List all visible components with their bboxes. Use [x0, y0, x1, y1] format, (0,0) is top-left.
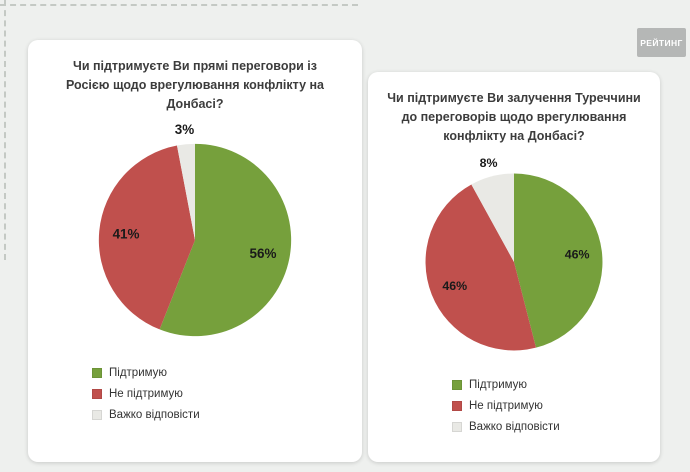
- slice-value-label: 46%: [442, 279, 467, 293]
- slice-value-label: 41%: [113, 227, 140, 242]
- legend-swatch-red: [452, 401, 462, 412]
- pie-slice: [98, 145, 195, 330]
- legend-label: Важко відповісти: [469, 421, 560, 434]
- chart-title-line: до переговорів щодо врегулювання: [401, 109, 627, 124]
- legend-label: Не підтримую: [109, 388, 183, 401]
- pie-chart-area: 56% 41% 3%: [28, 115, 362, 365]
- legend-item-hard-to-answer: Важко відповісти: [92, 409, 362, 421]
- poll-card-russia-talks: Чи підтримуєте Ви прямі переговори із Ро…: [28, 40, 362, 462]
- pie-chart: 46% 46% 8%: [425, 156, 603, 351]
- chart-title: Чи підтримуєте Ви залучення Туреччини до…: [368, 89, 660, 145]
- pie-slice: [176, 144, 195, 241]
- selection-dash-left: [4, 0, 6, 260]
- chart-title-line: Донбасі?: [166, 96, 224, 111]
- chart-title-line: Чи підтримуєте Ви залучення Туреччини: [387, 91, 641, 105]
- legend: Підтримую Не підтримую Важко відповісти: [92, 367, 362, 421]
- pie-slice: [471, 173, 514, 263]
- legend-item-not-support: Не підтримую: [452, 400, 660, 412]
- legend-label: Важко відповісти: [109, 409, 200, 422]
- legend-swatch-green: [452, 380, 462, 391]
- legend-swatch-gray: [92, 410, 102, 421]
- legend-item-support: Підтримую: [452, 379, 660, 391]
- chart-title-line: Росією щодо врегулювання конфлікту на: [65, 77, 325, 92]
- legend-label: Не підтримую: [469, 400, 543, 413]
- slice-value-label: 46%: [565, 248, 590, 262]
- legend-swatch-green: [92, 368, 102, 379]
- chart-title-line: Чи підтримуєте Ви прямі переговори із: [73, 59, 317, 73]
- slice-value-label: 8%: [480, 156, 498, 170]
- legend-item-support: Підтримую: [92, 367, 362, 379]
- legend-swatch-red: [92, 389, 102, 400]
- legend-label: Підтримую: [469, 379, 528, 392]
- pie-chart: 56% 41% 3%: [98, 122, 292, 337]
- legend-item-not-support: Не підтримую: [92, 388, 362, 400]
- pie-slice: [425, 184, 537, 351]
- chart-title: Чи підтримуєте Ви прямі переговори із Ро…: [28, 57, 362, 113]
- legend: Підтримую Не підтримую Важко відповісти: [452, 379, 660, 433]
- pie-chart-area: 46% 46% 8%: [368, 147, 660, 377]
- chart-title-line: конфлікту на Донбасі?: [443, 128, 585, 143]
- poll-card-turkey-involvement: Чи підтримуєте Ви залучення Туреччини до…: [368, 72, 660, 462]
- selection-dash-top: [0, 4, 358, 6]
- slice-value-label: 56%: [250, 246, 277, 261]
- legend-swatch-gray: [452, 422, 462, 433]
- slice-value-label: 3%: [175, 122, 194, 137]
- legend-label: Підтримую: [109, 367, 168, 380]
- pie-slice: [514, 173, 603, 348]
- pie-slice: [159, 144, 292, 337]
- legend-item-hard-to-answer: Важко відповісти: [452, 421, 660, 433]
- rating-group-logo: РЕЙТИНГ: [637, 28, 686, 57]
